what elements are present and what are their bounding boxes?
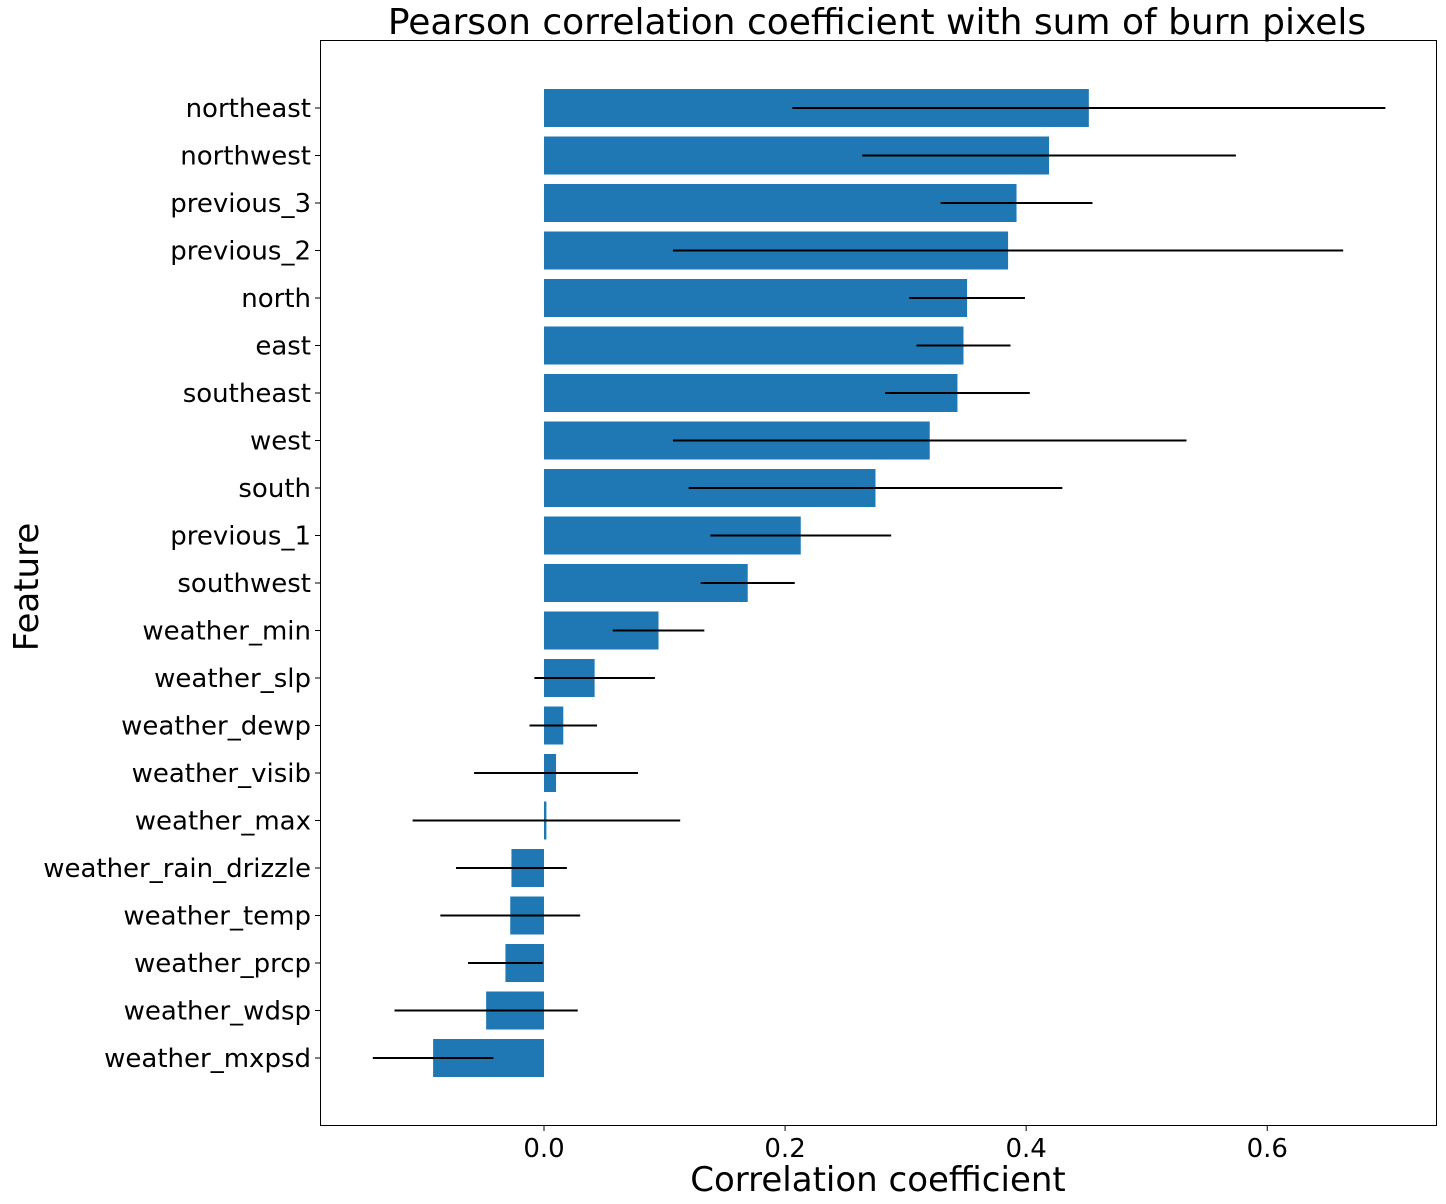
y-tick-label: weather_slp <box>154 664 311 694</box>
y-tick-label: previous_3 <box>170 189 311 219</box>
bar-previous_3 <box>544 184 1017 222</box>
y-tick-label: northwest <box>180 142 311 172</box>
y-tick-label: weather_max <box>135 807 311 837</box>
y-axis-label: Feature <box>7 523 47 651</box>
y-tick-label: east <box>255 332 311 362</box>
y-tick-label: weather_temp <box>123 902 311 932</box>
x-tick-label: 0.0 <box>523 1134 564 1164</box>
y-tick-label: west <box>250 427 311 457</box>
y-tick-label: weather_mxpsd <box>104 1044 311 1074</box>
x-tick-label: 0.4 <box>1005 1134 1046 1164</box>
chart-title: Pearson correlation coefficient with sum… <box>388 2 1366 43</box>
y-tick-label: weather_visib <box>132 759 311 789</box>
y-tick-label: weather_min <box>142 617 311 647</box>
y-tick-label: southeast <box>183 379 311 409</box>
bars-group <box>433 89 1089 1077</box>
bar-north <box>544 279 968 317</box>
y-tick-label: south <box>238 474 311 504</box>
y-tick-label: weather_prcp <box>134 949 311 979</box>
y-tick-label: previous_2 <box>170 237 311 267</box>
x-tick-label: 0.6 <box>1247 1134 1288 1164</box>
x-axis-label: Correlation coefficient <box>690 1160 1066 1200</box>
y-tick-label: weather_dewp <box>121 712 311 742</box>
y-tick-label: weather_rain_drizzle <box>43 854 311 884</box>
errorbars-group <box>372 107 1386 1059</box>
y-tick-label: north <box>241 284 311 314</box>
x-axis-ticks: 0.0 0.2 0.4 0.6 <box>523 1125 1288 1164</box>
y-tick-label: northeast <box>186 94 311 124</box>
y-tick-label: previous_1 <box>170 522 311 552</box>
y-axis-ticks: northeastnorthwestprevious_3previous_2no… <box>43 94 321 1074</box>
x-tick-label: 0.2 <box>764 1134 805 1164</box>
y-tick-label: weather_wdsp <box>124 997 311 1027</box>
y-tick-label: southwest <box>177 569 311 599</box>
bar-east <box>544 326 964 365</box>
